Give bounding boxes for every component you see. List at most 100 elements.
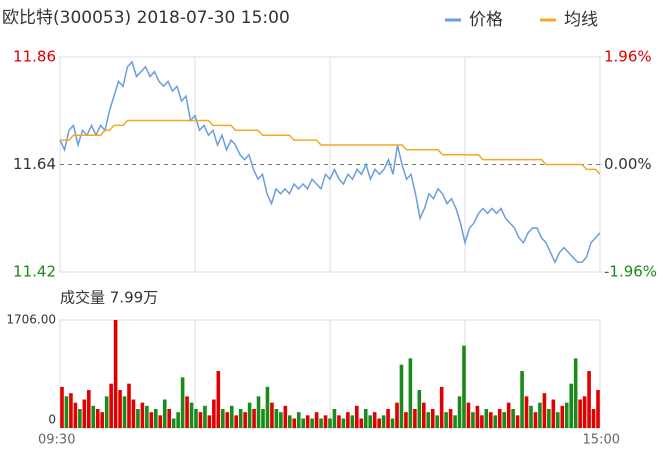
volume-bar: [341, 418, 346, 428]
volume-bar: [145, 405, 149, 428]
volume-bar: [87, 390, 91, 428]
volume-bar: [404, 412, 408, 428]
volume-bar: [176, 412, 180, 428]
y-tick-label: 11.42: [13, 263, 56, 281]
volume-bar: [497, 409, 502, 428]
volume-bar: [234, 415, 238, 428]
volume-bar: [408, 358, 413, 428]
legend-label: 价格: [469, 10, 503, 30]
volume-bar: [355, 405, 359, 428]
volume-bar: [337, 415, 341, 428]
volume-bar: [314, 412, 319, 428]
volume-bar: [578, 399, 582, 428]
volume-bar: [243, 412, 247, 428]
volume-bar: [73, 402, 78, 428]
volume-bar: [198, 412, 203, 428]
volume-bar: [162, 399, 167, 428]
volume-bar: [564, 402, 569, 428]
volume-bar: [270, 402, 274, 428]
volume-bar: [91, 405, 96, 428]
volume-bar: [167, 409, 171, 428]
volume-bar: [457, 396, 462, 428]
volume-bar: [136, 409, 140, 428]
volume-bar: [524, 396, 529, 428]
volume-bar: [489, 412, 493, 428]
volume-bar: [591, 409, 596, 428]
volume-bar: [109, 383, 113, 428]
volume-bar: [596, 390, 600, 428]
volume-bar: [381, 415, 386, 428]
volume-bar: [158, 415, 163, 428]
volume-bar: [247, 402, 252, 428]
y-tick-label: 11.86: [13, 48, 56, 66]
volume-bar: [582, 396, 587, 428]
y2-tick-label: 0.00%: [604, 155, 652, 173]
volume-bar: [113, 320, 118, 428]
volume-bar: [207, 415, 212, 428]
volume-bar: [283, 405, 288, 428]
volume-bar: [569, 383, 573, 428]
legend-label: 均线: [564, 10, 598, 30]
volume-bar: [292, 418, 297, 428]
volume-bar: [69, 393, 73, 428]
volume-bar: [556, 412, 560, 428]
volume-bar: [529, 405, 533, 428]
volume-bar: [439, 386, 444, 428]
volume-bar: [131, 399, 136, 428]
volume-bar: [118, 390, 122, 428]
volume-bar: [395, 402, 399, 428]
y-tick-label: 11.64: [13, 155, 56, 173]
y2-tick-label: 1.96%: [604, 48, 652, 66]
volume-bar: [296, 412, 301, 428]
volume-bar: [502, 412, 506, 428]
volume-bar: [484, 409, 489, 428]
volume-bar: [350, 415, 355, 428]
volume-bar: [238, 409, 243, 428]
volume-bar: [252, 409, 256, 428]
volume-bar: [149, 412, 154, 428]
volume-bar: [154, 409, 158, 428]
volume-bar: [323, 415, 328, 428]
volume-bar: [453, 415, 457, 428]
volume-bar: [100, 412, 104, 428]
y-tick-label: 0: [48, 413, 56, 427]
volume-bar: [542, 393, 547, 428]
volume-bar: [573, 358, 578, 428]
volume-bar: [538, 402, 542, 428]
volume-bar: [511, 409, 515, 428]
volume-bar: [194, 409, 198, 428]
volume-bar: [265, 386, 270, 428]
volume-bar: [221, 409, 225, 428]
volume-bar: [60, 386, 64, 428]
volume-bar: [171, 418, 176, 428]
chart-title: 欧比特(300053) 2018-07-30 15:00: [2, 8, 290, 28]
volume-bar: [560, 405, 565, 428]
volume-bar: [471, 412, 475, 428]
volume-bar: [104, 396, 109, 428]
volume-bar: [363, 409, 368, 428]
x-tick-label: 09:30: [38, 433, 75, 448]
volume-bar: [422, 402, 426, 428]
volume-bar: [180, 377, 185, 428]
volume-bar: [430, 409, 435, 428]
volume-bar: [328, 418, 332, 428]
volume-bar: [279, 412, 283, 428]
volume-bar: [288, 415, 292, 428]
volume-bar: [462, 345, 466, 428]
volume-bar: [377, 418, 381, 428]
volume-bar: [506, 402, 511, 428]
volume-bar: [310, 418, 314, 428]
volume-bar: [346, 412, 350, 428]
volume-bar: [203, 405, 207, 428]
volume-bar: [466, 402, 471, 428]
volume-bar: [551, 399, 556, 428]
volume-bar: [390, 418, 395, 428]
y-tick-label: 1706.00: [6, 313, 56, 327]
volume-bar: [399, 364, 404, 428]
volume-bar: [301, 418, 305, 428]
volume-bar: [229, 405, 234, 428]
volume-bar: [426, 412, 431, 428]
volume-bar: [587, 371, 591, 428]
volume-bar: [386, 409, 390, 428]
